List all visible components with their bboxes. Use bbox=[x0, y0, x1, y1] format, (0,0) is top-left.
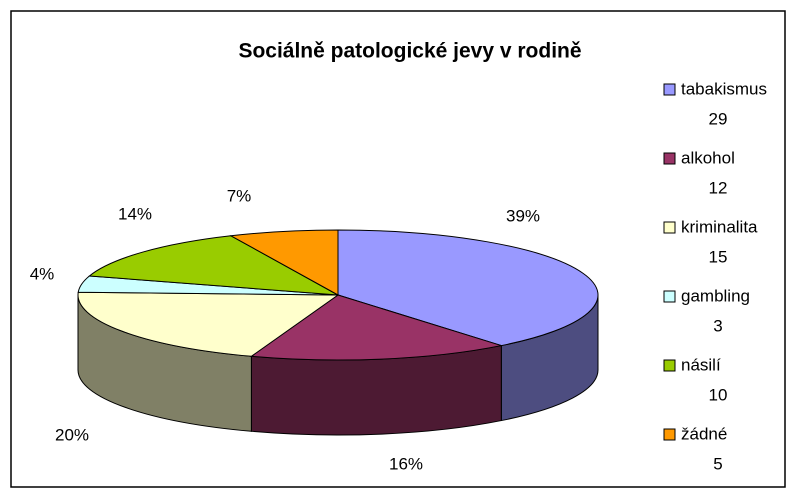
legend-swatch bbox=[663, 290, 676, 303]
legend-value: 3 bbox=[713, 316, 722, 335]
legend-label: kriminalita bbox=[681, 217, 758, 236]
legend-value: 15 bbox=[709, 247, 728, 266]
legend-label: tabakismus bbox=[681, 79, 767, 98]
data-label: 7% bbox=[227, 186, 252, 205]
slice bbox=[77, 291, 340, 357]
chart-title: Sociálně patologické jevy v rodině bbox=[238, 40, 581, 63]
slice bbox=[337, 229, 599, 347]
data-label: 20% bbox=[55, 425, 89, 444]
legend-swatch bbox=[663, 428, 676, 441]
legend-value: 5 bbox=[713, 454, 722, 473]
data-label: 16% bbox=[389, 454, 423, 473]
legend-swatch bbox=[663, 152, 676, 165]
legend-value: 12 bbox=[709, 178, 728, 197]
slice bbox=[88, 235, 339, 296]
data-label: 4% bbox=[30, 264, 55, 283]
data-label: 14% bbox=[118, 204, 152, 223]
legend-swatch bbox=[663, 221, 676, 234]
legend-value: 29 bbox=[709, 109, 728, 128]
legend-label: alkohol bbox=[681, 148, 735, 167]
legend-label: gambling bbox=[681, 286, 750, 305]
legend-value: 10 bbox=[709, 385, 728, 404]
legend-label: žádné bbox=[681, 424, 727, 443]
legend-label: násilí bbox=[681, 355, 721, 374]
data-label: 39% bbox=[506, 206, 540, 225]
legend-swatch bbox=[663, 83, 676, 96]
legend-swatch bbox=[663, 359, 676, 372]
slice bbox=[229, 229, 339, 296]
slice bbox=[249, 294, 502, 361]
